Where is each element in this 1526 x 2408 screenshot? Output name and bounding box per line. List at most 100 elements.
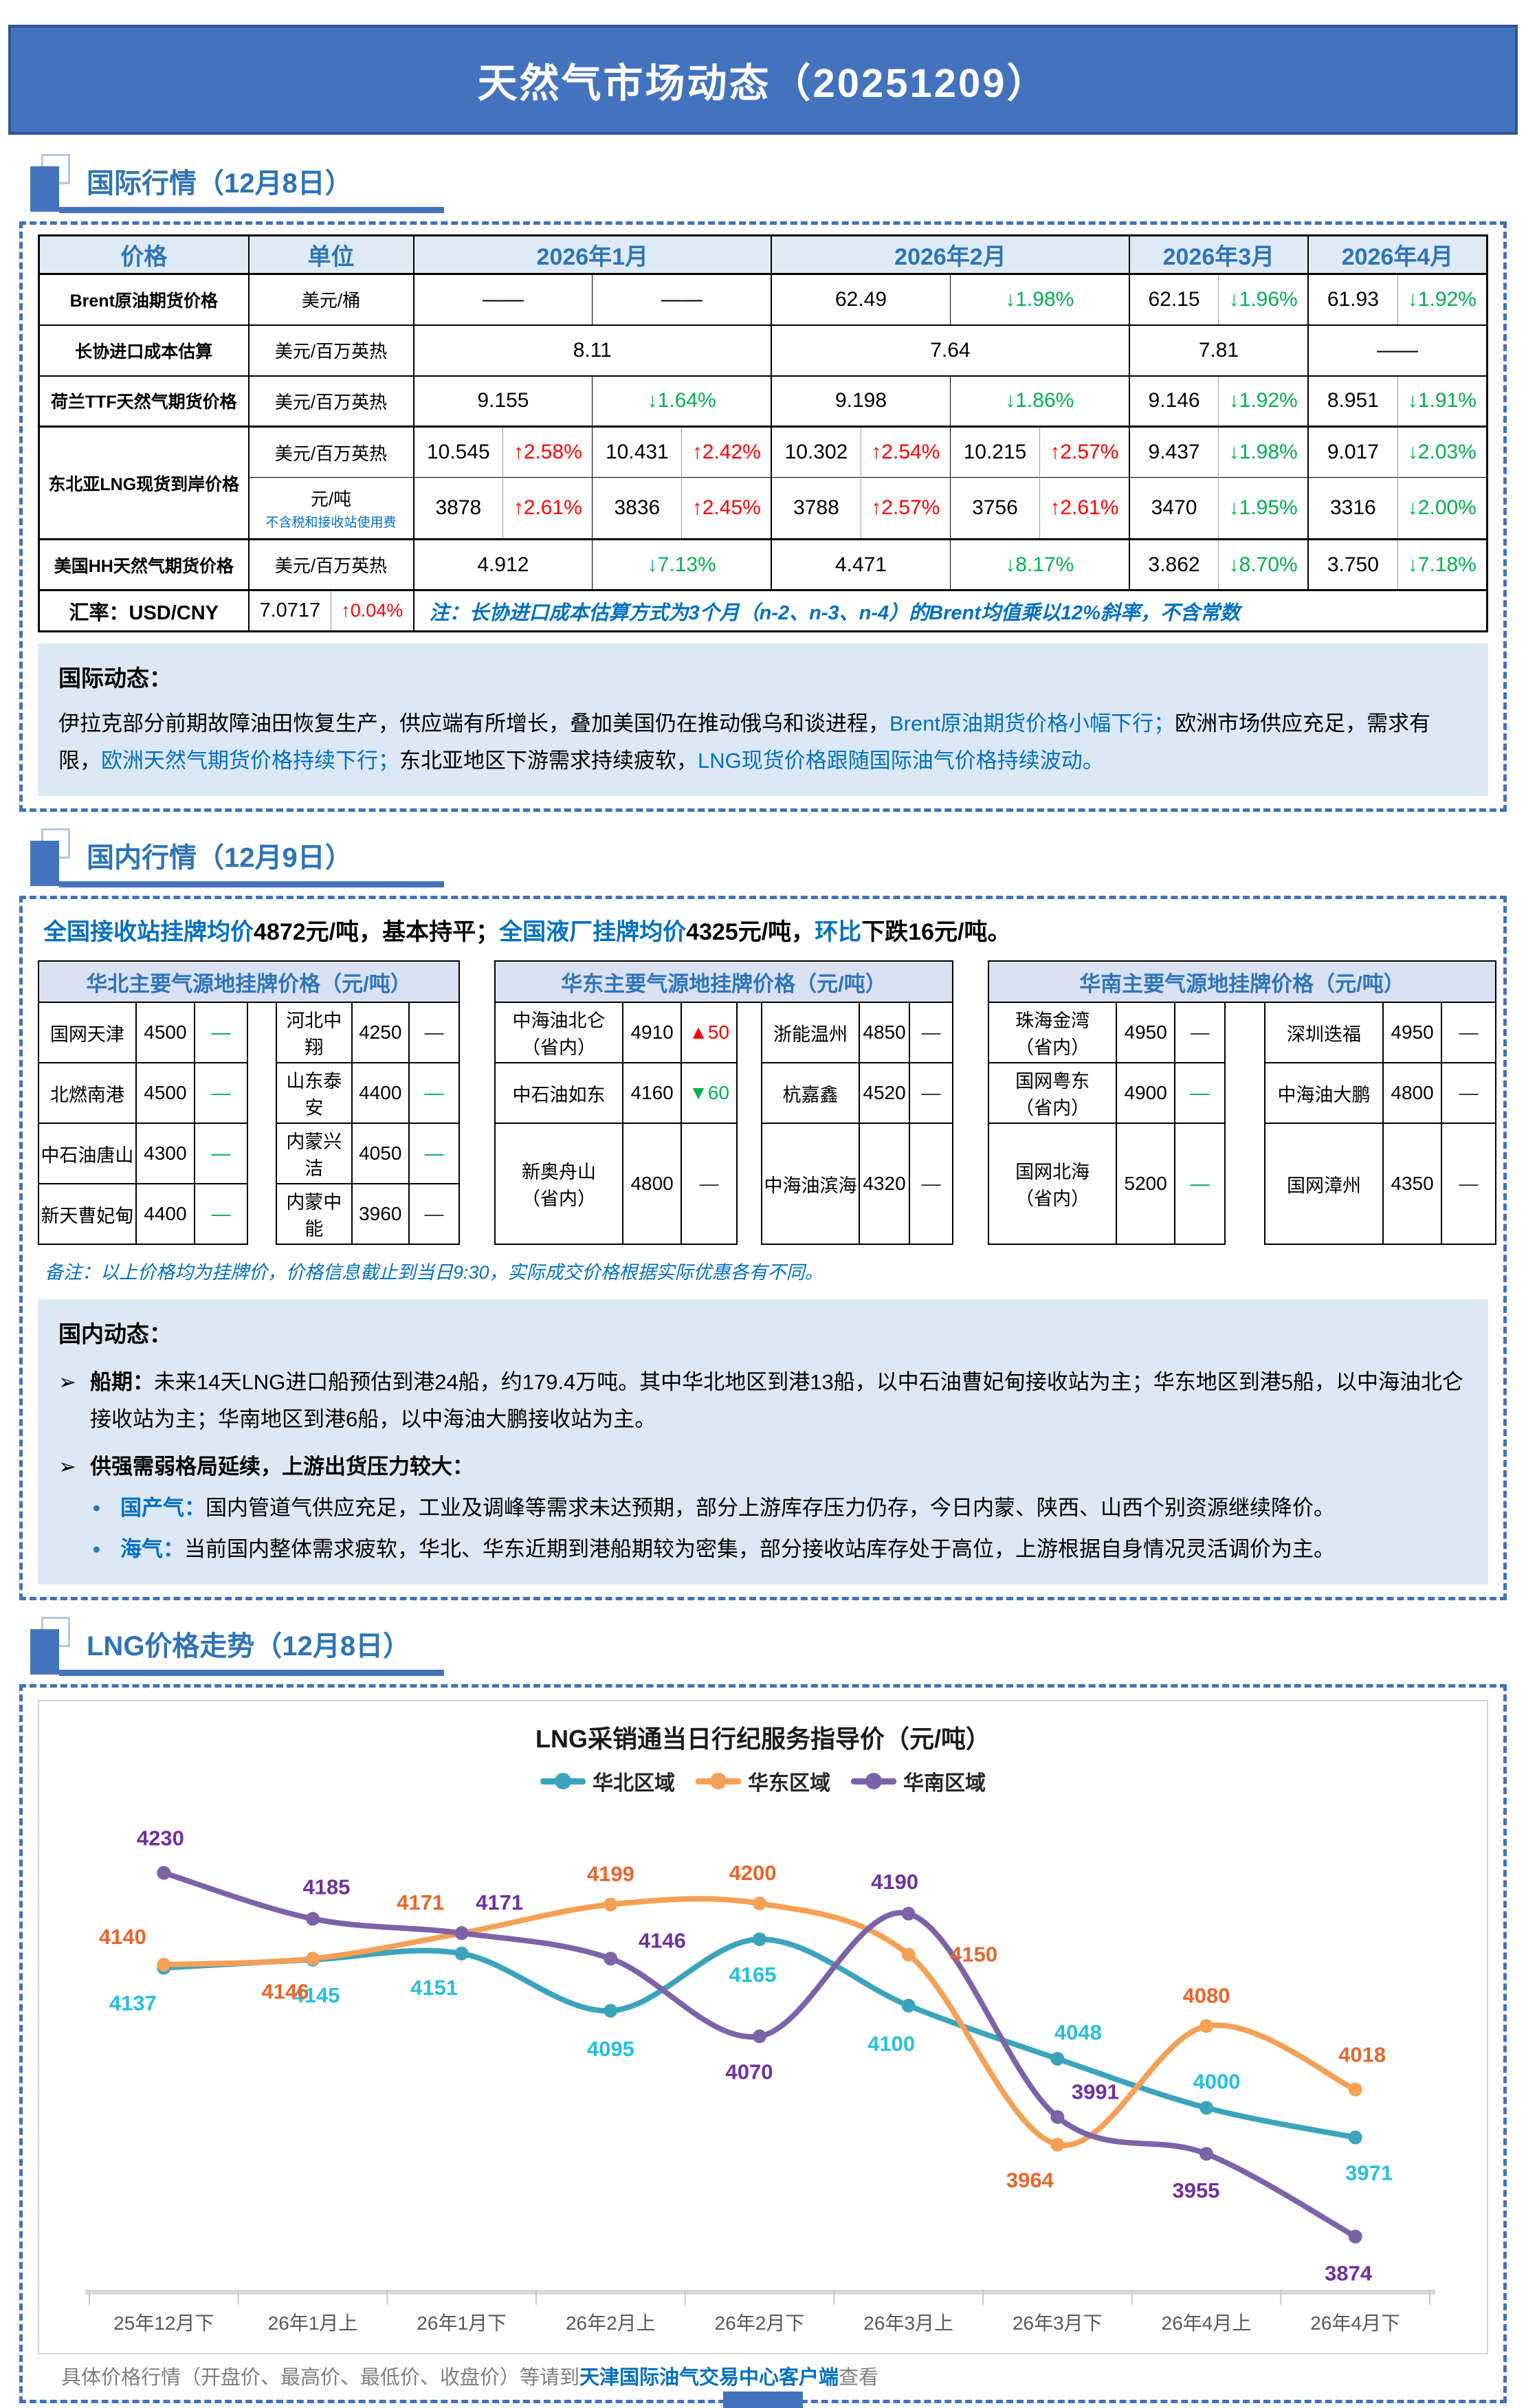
source-name: 国网天津: [38, 1002, 137, 1064]
report-title: 天然气市场动态（20251209）: [477, 61, 1049, 106]
section-underline: [59, 207, 444, 213]
x-axis-label: 25年12月下: [113, 2312, 214, 2334]
source-name-line: 中石油唐山: [41, 1145, 134, 1166]
value-cell: 3316: [1307, 477, 1398, 540]
data-label: 3955: [1173, 2178, 1220, 2202]
change-cell: ↓1.98%: [1218, 426, 1309, 478]
intl-row-label: 美国HH天然气期货价格: [38, 538, 249, 590]
data-point: [1348, 2082, 1362, 2097]
data-label: 4150: [950, 1943, 997, 1967]
legend-line-marker-icon: [851, 1772, 896, 1789]
value-cell: 3878: [412, 477, 503, 540]
region-subtable-right: 河北中翔 4250— 山东泰安 4400— 内蒙兴洁 4050— 内蒙中能 3960—: [276, 1002, 461, 1246]
region-table-1: 华东主要气源地挂牌价格（元/吨） 中海油北仑 （省内） 4910 ▲50 中石油如东 416…: [494, 960, 953, 1246]
price-change: —: [1174, 1002, 1226, 1064]
intl-unit-cell: 美元/百万英热: [247, 538, 414, 590]
change-cell: ↓1.92%: [1218, 375, 1309, 427]
price-row: 山东泰安 4400—: [276, 1062, 461, 1125]
price-row: 河北中翔 4250—: [276, 1002, 461, 1064]
change-cell: ↓1.95%: [1218, 477, 1309, 540]
tbody: 深圳迭福 4950— 中海油大鹏 4800— 国网漳州 4350—: [1263, 1002, 1496, 1246]
price-row: 浙能温州 4850—: [760, 1002, 953, 1064]
legend-label: 华南区域: [903, 1772, 986, 1796]
price-change: —: [408, 1183, 461, 1246]
unit-text: 美元/桶: [301, 290, 361, 311]
text-segment: 全国接收站挂牌均价: [43, 919, 254, 946]
unit-subnote: 不含税和接收站使用费: [265, 516, 397, 530]
page-bottom-marker: [723, 2392, 803, 2408]
domestic-news-box: 国内动态： ➢ 船期：未来14天LNG进口船预估到港24船，约179.4万吨。其中…: [38, 1299, 1488, 1585]
intl-unit-cell: 美元/百万英热: [247, 426, 414, 478]
fx-label: 汇率：USD/CNY: [38, 589, 249, 632]
value-cell: ——: [592, 273, 772, 325]
region-subtable-left: 国网天津 4500— 北燃南港 4500— 中石油唐山 4300— 新天曹妃甸 4400—: [38, 1002, 249, 1246]
bullet-text: 船期：未来14天LNG进口船预估到港24船，约179.4万吨。其中华北地区到港1…: [90, 1364, 1468, 1439]
price-change: —: [909, 1002, 953, 1064]
value-cell: 4.912: [412, 538, 593, 590]
text-segment: 全国液厂挂牌均价: [499, 919, 687, 946]
tbody: 浙能温州 4850— 杭嘉鑫 4520— 中海油滨海 4320—: [760, 1002, 953, 1246]
value-cell: 3.750: [1307, 538, 1398, 590]
data-label: 4151: [410, 1976, 458, 2000]
price-change: —: [408, 1062, 461, 1125]
source-name-line: 中海油北仑: [512, 1010, 606, 1032]
chart-legend: 华北区域 华东区域 华南区域: [39, 1766, 1487, 1796]
x-axis-label: 26年1月下: [417, 2312, 507, 2334]
intl-thead: 价格 单位 2026年1月 2026年2月 2026年3月 2026年4月: [38, 235, 1488, 275]
price-value: 4400: [351, 1062, 410, 1125]
series-line-华东区域: [161, 1896, 1358, 2149]
price-row: 国网漳州 4350—: [1263, 1123, 1496, 1246]
fx-rate-row: 汇率：USD/CNY 7.0717 ↑0.04% 注：长协进口成本估算方式为3个月（n…: [38, 589, 1488, 632]
domestic-news-title: 国内动态：: [58, 1321, 172, 1347]
bullet-text: 供强需弱格局延续，上游出货压力较大：: [90, 1448, 474, 1485]
region-table-body: 国网天津 4500— 北燃南港 4500— 中石油唐山 4300— 新天曹妃甸 4400— 河北…: [38, 1002, 461, 1246]
value-cell: 3470: [1128, 477, 1219, 540]
x-axis-label: 26年1月上: [268, 2312, 358, 2334]
fx-value: 7.0717: [247, 589, 331, 632]
data-point: [604, 1897, 618, 1912]
price-row: 中石油如东 4160 ▼60: [494, 1062, 738, 1125]
source-name-line: 杭嘉鑫: [782, 1084, 839, 1105]
data-label: 3964: [1006, 2168, 1054, 2192]
text-segment: 下跌16元/吨。: [861, 919, 1011, 946]
x-axis-label: 26年3月上: [863, 2312, 953, 2334]
data-point: [1050, 2138, 1065, 2152]
intl-header-row: 价格 单位 2026年1月 2026年2月 2026年3月 2026年4月: [38, 235, 1488, 275]
change-cell: ↓2.03%: [1397, 426, 1488, 478]
source-name-line: 山东泰安: [286, 1071, 342, 1119]
price-change: ▼60: [681, 1062, 738, 1125]
data-label: 4165: [729, 1963, 777, 1987]
section-title-intl: 国际行情（12月8日）: [87, 168, 353, 199]
intl-row: 长协进口成本估算 美元/百万英热 8.11 7.64 7.81 ——: [38, 324, 1488, 376]
data-point: [306, 1912, 320, 1926]
source-name: 内蒙中能: [276, 1183, 353, 1246]
value-cell: 9.198: [771, 375, 951, 427]
price-row: 内蒙兴洁 4050—: [276, 1123, 461, 1185]
source-name-line: 深圳迭福: [1287, 1024, 1362, 1045]
value-cell: 61.93: [1307, 273, 1398, 325]
source-name-line: 珠海金湾: [1015, 1010, 1090, 1032]
change-cell: ↓8.17%: [949, 538, 1129, 590]
price-row: 新奥舟山 （省内） 4800—: [494, 1123, 738, 1246]
region-table-body: 珠海金湾 （省内） 4950— 国网粤东 （省内） 4900— 国网北海 （省内） 5200— 深…: [987, 1002, 1496, 1246]
report-title-banner: 天然气市场动态（20251209）: [8, 25, 1518, 135]
region-table-title: 华北主要气源地挂牌价格（元/吨）: [38, 960, 460, 1004]
legend-label: 华北区域: [593, 1772, 675, 1796]
price-change: —: [408, 1002, 461, 1064]
source-name: 杭嘉鑫: [760, 1062, 861, 1125]
data-point: [901, 1907, 916, 1921]
change-cell: ↑2.54%: [860, 426, 951, 478]
section-marker-square-icon: [30, 166, 59, 212]
legend-line-marker-icon: [540, 1772, 586, 1789]
region-table-body: 中海油北仑 （省内） 4910 ▲50 中石油如东 4160 ▼60 新奥舟山 （省内） 4800…: [494, 1002, 953, 1246]
trend-chart-svg: 25年12月下 26年1月上 26年1月下 26年2月上 26年2月下 26年3月上 26年…: [85, 1826, 1435, 2334]
source-name-line: 中海油大鹏: [1277, 1084, 1371, 1105]
value-cell: 10.215: [949, 426, 1040, 478]
price-change: —: [681, 1123, 738, 1246]
data-point: [454, 1947, 469, 1961]
text-segment: 欧洲市场供应充足，需求有限，: [58, 711, 1431, 773]
value-cell: 3788: [771, 477, 861, 540]
change-cell: ↑2.58%: [502, 426, 593, 478]
source-name-line: 内蒙兴洁: [286, 1131, 342, 1180]
x-axis-label: 26年3月下: [1013, 2312, 1103, 2334]
